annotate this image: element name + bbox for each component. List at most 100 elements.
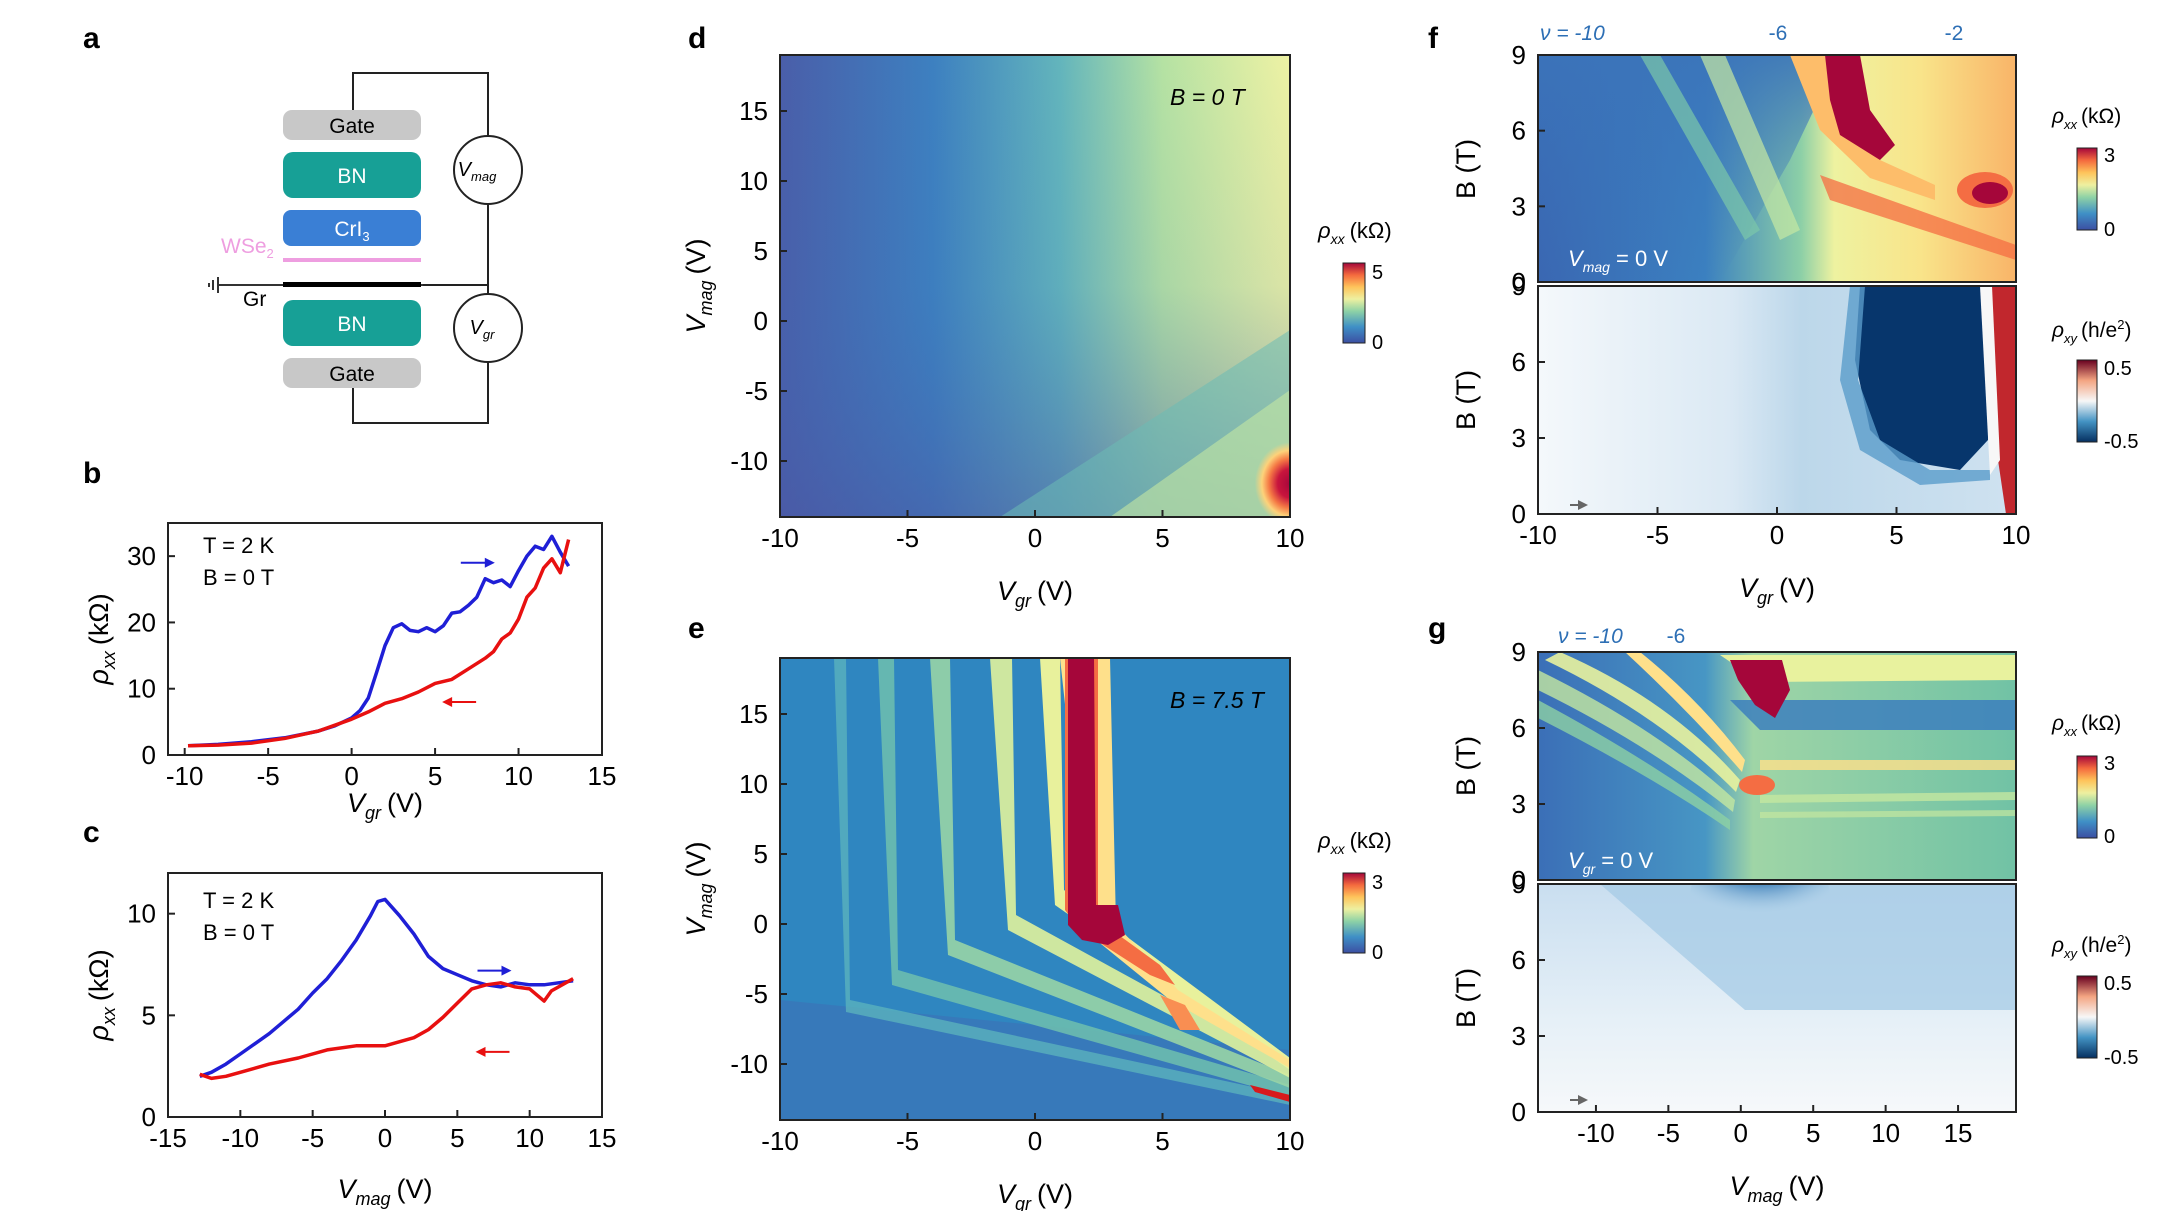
colorbar-d-max: 5 [1372,262,1383,284]
colorbar-e [1342,872,1366,954]
x-tick-label: -5 [1657,1118,1680,1148]
series-group-c [199,897,574,1081]
heatmap-f-top-shade [1538,55,1840,282]
heatmap-g-top-spot [1739,775,1775,795]
y-tick-label: 15 [739,96,768,126]
x-tick-label: -5 [896,523,919,553]
y-axis-label-b: ρxx(kΩ) [84,593,119,685]
filling-factor-f-nu: ν = -10 [1540,22,1605,45]
y-tick-label: -10 [730,446,768,476]
colorbar-g-top-label: ρxx (kΩ) [2051,712,2121,739]
heatmap-e-peak [1068,658,1125,945]
y-tick-label: -10 [730,1049,768,1079]
y-tick-label: 6 [1512,713,1526,743]
filling-factor-f-m2: -2 [1945,22,1964,45]
plot-frame-b [167,522,603,756]
colorbar-g-top-min: 0 [2104,826,2115,848]
tick-group-b: -10 -5 0 5 10 15 0 10 20 30 [127,541,616,791]
vgr-meter-label: Vgr [470,317,496,342]
x-tick-label: 10 [515,1123,544,1153]
y-tick-label: 30 [127,541,156,571]
panel-label-g: g [1428,612,1446,645]
y-axis-label-f-bottom: B (T) [1451,370,1481,430]
x-tick-label: -10 [166,761,204,791]
x-axis-label-e: Vgr (V) [997,1179,1073,1211]
bn-top-label: BN [337,165,366,188]
y-tick-label: 3 [1512,789,1526,819]
filling-factor-f-m6: -6 [1769,22,1788,45]
heatmap-d [780,55,1290,517]
heatmap-f-bottom-dark [1855,286,1990,470]
cri3-layer [283,210,421,246]
gate-top-label: Gate [329,115,375,138]
y-tick-label: 0 [1512,267,1526,297]
heatmap-f-bottom-white [1980,286,2000,475]
annotation-field-b: B = 0 T [203,565,274,590]
heatmap-g-top-fan-1 [1538,700,1730,830]
heatmap-f-bottom [1538,286,2016,514]
y-tick-label: 10 [127,674,156,704]
heatmap-g-top [1538,652,2016,880]
gate-top [283,110,421,140]
heatmap-f-bottom-edge [1840,286,1990,485]
x-tick-label: -5 [896,1126,919,1156]
y-tick-label: 5 [142,1000,156,1030]
plot-frame-g-bottom [1537,883,2017,1113]
cri3-label: CrI3 [334,218,369,244]
heatmap-e-stripe-4 [990,658,1290,1078]
colorbar-f-bottom-label: ρxy (h/e2) [2051,317,2131,346]
heatmap-e-stripe-3 [930,658,1290,1088]
graphene-label: Gr [243,288,266,311]
wse2-label: WSe2 [221,235,274,261]
sweep-arrowhead-right [484,557,495,568]
annotation-field-e: B = 7.5 T [1170,687,1266,713]
y-axis-label-g-bottom: B (T) [1451,968,1481,1028]
colorbar-g-bottom-max: 0.5 [2104,973,2132,995]
x-tick-label: 5 [1155,523,1169,553]
x-tick-label: -5 [257,761,280,791]
device-schematic: Gate BN CrI3 WSe2 Gr BN Gate Vmag Vgr [208,72,523,424]
colorbar-e-min: 0 [1372,942,1383,964]
x-tick-label: 5 [1889,520,1903,550]
wse2-layer [283,258,421,262]
y-tick-label: 10 [739,166,768,196]
heatmap-g-top-fan-4 [1625,652,1745,772]
heatmap-f-bottom-red [1990,286,2016,514]
y-axis-label-c: ρxx(kΩ) [84,949,119,1041]
x-tick-label: 5 [450,1123,464,1153]
x-tick-label: 0 [378,1123,392,1153]
y-tick-label: 10 [127,899,156,929]
heatmap-e-edge [1250,1085,1290,1102]
panel-label-e: e [688,612,705,645]
vgr-meter [453,293,523,363]
panel-label-c: c [83,816,100,849]
y-tick-label: 6 [1512,116,1526,146]
colorbar-e-max: 3 [1372,872,1383,894]
y-tick-label: 6 [1512,347,1526,377]
colorbar-d-label: ρxx (kΩ) [1317,218,1392,247]
y-tick-label: -5 [745,979,768,1009]
y-tick-label: 3 [1512,423,1526,453]
y-tick-label: 3 [1512,1021,1526,1051]
x-tick-label: 10 [504,761,533,791]
x-axis-label-b: Vgr (V) [347,788,423,823]
colorbar-f-top-max: 3 [2104,145,2115,167]
x-tick-label: 5 [1155,1126,1169,1156]
colorbar-g-bottom-label: ρxy (h/e2) [2051,932,2131,961]
x-tick-label: 0 [344,761,358,791]
gate-bottom [283,358,421,388]
heatmap-g-top-line-1 [1760,760,2016,770]
y-tick-label: 20 [127,607,156,637]
sweep-arrow-g-head [1578,1095,1588,1105]
x-tick-label: -5 [301,1123,324,1153]
annotation-vgr-g: Vgr = 0 V [1568,848,1654,877]
y-tick-label: 10 [739,769,768,799]
series-group-b [187,534,571,748]
colorbar-d-min: 0 [1372,332,1383,354]
x-tick-label: -10 [761,1126,799,1156]
x-axis-label-c: Vmag (V) [337,1174,432,1209]
